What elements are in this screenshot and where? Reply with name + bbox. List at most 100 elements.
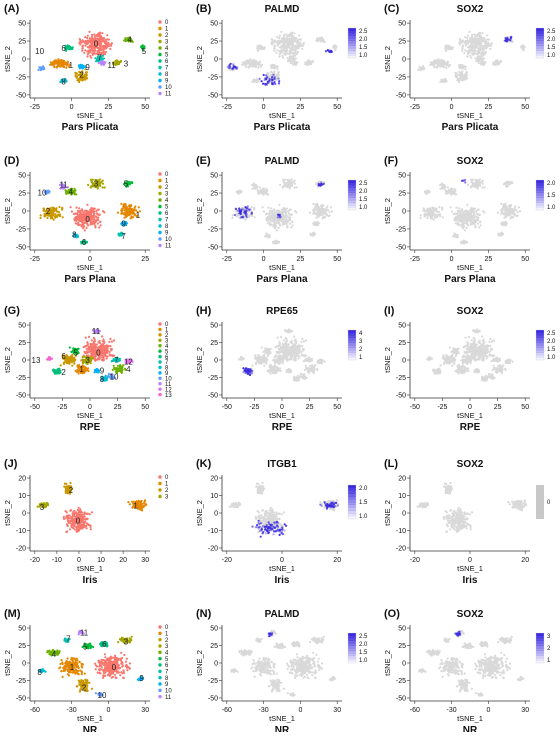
colorbar-label: 1.5 [547,45,556,51]
cell-point [329,214,331,216]
colorbar-step [348,43,356,46]
colorbar: 2.52.01.51.0 [348,180,368,211]
cell-point [330,206,332,208]
cell-point [273,46,275,48]
cell-point [253,59,255,61]
cluster-0-point [109,338,111,340]
cluster-5-point [129,182,131,184]
expressing-cell-point [267,81,269,83]
cell-point [476,38,478,40]
cell-point [444,80,446,82]
y-axis-label: tSNE_2 [383,198,392,224]
cell-point [246,62,248,64]
cluster-0-point [74,217,76,219]
cell-point [289,223,291,225]
cluster-0-point [75,207,77,209]
cell-point [445,50,447,52]
cluster-0-point [100,224,102,226]
y-axis-label: tSNE_2 [3,198,12,224]
colorbar-step [536,46,544,49]
cell-point [473,214,475,216]
cell-point [284,179,286,181]
cluster-tag: 8 [61,78,66,87]
expressing-cell-point [250,208,252,210]
cluster-4-point [75,193,77,195]
cell-point [479,32,481,34]
cell-point [291,214,293,216]
cell-point [510,204,512,206]
cell-point [484,39,486,41]
legend-label: 1 [165,27,169,33]
legend-swatch [158,33,161,36]
legend-swatch [158,218,161,221]
scatter-points [46,328,134,381]
cell-point [259,186,261,188]
cell-point [269,222,271,224]
cell-point [249,58,251,60]
cell-point [480,55,482,57]
x-tick-label: 25 [485,256,493,263]
cell-point [458,217,460,219]
cell-point [475,215,477,217]
colorbar-step [348,33,356,36]
cluster-0-point [87,35,89,37]
cluster-0-point [86,350,88,352]
legend-label: 8 [165,224,169,230]
cluster-0-point [86,204,88,206]
cell-point [439,215,441,217]
cell-point [482,186,484,188]
cell-point [275,240,277,242]
cell-point [498,62,500,64]
expressing-cell-point [278,82,280,84]
cluster-1-point [117,212,119,214]
cell-point [500,60,502,62]
cell-point [477,33,479,35]
cell-point [417,69,419,71]
cell-point [474,50,476,52]
legend-label: 7 [165,218,169,224]
cell-point [334,49,336,51]
cell-point [500,203,502,205]
y-tick-label: 25 [18,191,26,198]
y-tick-label: 0 [22,57,26,64]
cluster-1-point [64,63,66,65]
colorbar-step [536,198,544,201]
cell-point [259,191,261,193]
cell-point [282,223,284,225]
cluster-1-point [59,66,61,68]
cell-point [250,63,252,65]
cell-point [248,211,250,213]
cluster-0-point [82,222,84,224]
plot-title: SOX2 [457,156,484,167]
cell-point [480,46,482,48]
cluster-0-point [77,214,79,216]
cluster-1-point [138,206,140,208]
legend-swatch [158,66,161,69]
cluster-2-point [50,217,52,219]
cell-point [283,36,285,38]
cell-point [293,52,295,54]
cell-point [474,179,476,181]
x-tick-label: 0 [450,104,454,111]
cell-point [306,60,308,62]
cluster-0-point [91,36,93,38]
x-tick-label: -25 [410,104,420,111]
x-axis-label: tSNE_1 [457,111,483,120]
cluster-1-point [128,205,130,207]
cell-point [473,212,475,214]
cell-point [276,36,278,38]
cell-point [278,204,280,206]
cell-point [485,46,487,48]
cell-point [471,181,473,183]
cell-point [291,221,293,223]
cell-point [287,215,289,217]
cluster-0-point [85,227,87,229]
cell-point [295,211,297,213]
cell-point [508,205,510,207]
cell-point [282,57,284,59]
cell-point [466,40,468,42]
colorbar-label: 2.5 [547,29,556,35]
cell-point [266,217,268,219]
y-tick-label: 50 [210,173,218,180]
cell-point [451,210,453,212]
